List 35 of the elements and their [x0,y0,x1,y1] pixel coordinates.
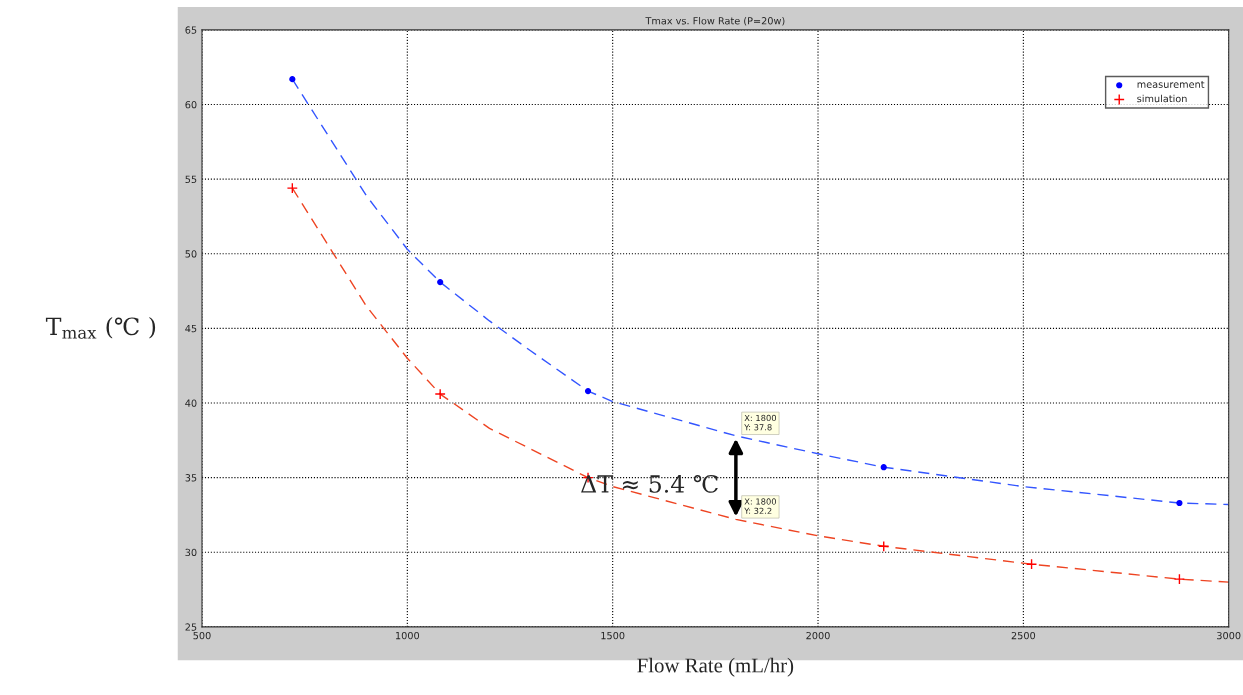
legend-label: simulation [1137,94,1187,103]
y-tick-label: 25 [185,623,197,631]
point [878,540,890,552]
point [434,388,446,400]
point [1025,558,1038,570]
y-tick-label: 45 [185,324,197,333]
y-tick-label: 30 [185,548,197,557]
y-tick-label: 35 [185,474,197,482]
line-series [291,78,1229,506]
point [286,182,298,194]
x-tick-label: 3000 [1217,631,1241,640]
y-tick-label: 60 [185,100,197,109]
x-tick-label: 2000 [806,631,830,640]
point [1173,573,1186,585]
line-series [291,187,1229,583]
x-tick-label: 500 [193,631,211,640]
point [289,76,296,83]
legend-label: measurement [1137,80,1205,88]
annotation: X: 1800 Y: 37.8 [744,414,777,431]
annotation: X: 1800 Y: 32.2 [744,498,777,514]
y-tick-label: 55 [185,175,197,183]
y-axis-title: T$_{max}$ (℃ ) [45,316,156,339]
y-tick-label: 50 [185,250,197,258]
y-tick-label: 40 [185,399,197,407]
point [880,464,887,471]
annotation: ΔT ≈ 5.4 ℃ [581,474,718,493]
chart-title: Tmax vs. Flow Rate (P=20w) [645,16,785,26]
point [584,387,592,395]
point [437,279,444,286]
x-axis-title: Flow Rate (mL/hr) [637,657,794,677]
point [1176,499,1183,507]
x-tick-label: 1000 [396,631,420,640]
x-tick-label: 2500 [1011,631,1036,640]
x-tick-label: 1500 [601,631,625,640]
y-tick-label: 65 [185,26,197,34]
